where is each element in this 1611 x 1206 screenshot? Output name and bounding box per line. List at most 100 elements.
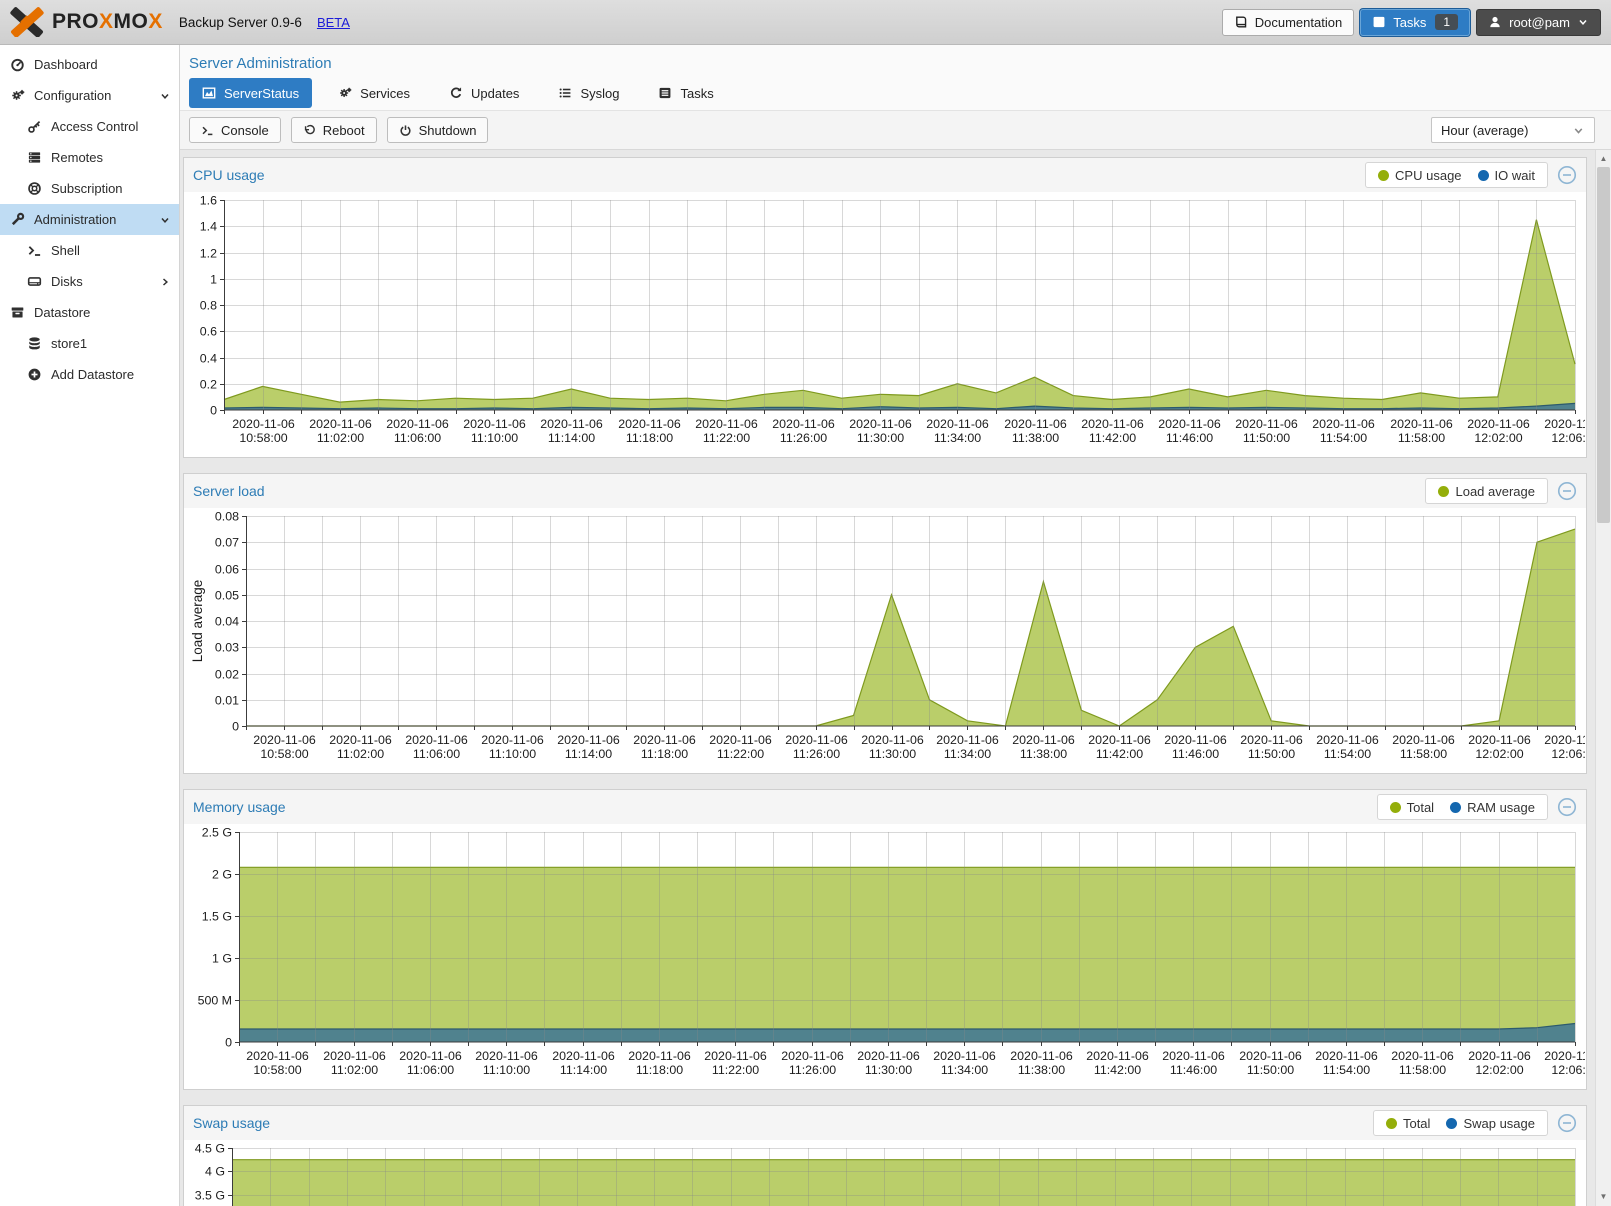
legend-item-total[interactable]: Total <box>1390 800 1434 815</box>
toolbar-button-label: Console <box>221 123 269 138</box>
svg-text:11:26:00: 11:26:00 <box>793 747 840 761</box>
list-alt-icon <box>1372 15 1386 29</box>
svg-text:12:02:00: 12:02:00 <box>1475 1063 1523 1077</box>
undo-icon <box>303 124 316 137</box>
sidebar-item-dashboard[interactable]: Dashboard <box>0 49 179 80</box>
product-version: Backup Server 0.9-6 <box>179 15 302 30</box>
console-button[interactable]: Console <box>189 117 281 143</box>
svg-text:0.01: 0.01 <box>215 694 239 708</box>
svg-text:11:06:00: 11:06:00 <box>407 1063 454 1077</box>
legend-item-swap-usage[interactable]: Swap usage <box>1446 1116 1535 1131</box>
svg-text:0.05: 0.05 <box>215 589 239 603</box>
page-title: Server Administration <box>180 45 1611 76</box>
reboot-button[interactable]: Reboot <box>291 117 377 143</box>
sidebar-item-configuration[interactable]: Configuration <box>0 80 179 111</box>
svg-text:Load average: Load average <box>190 580 205 663</box>
legend-item-total[interactable]: Total <box>1386 1116 1430 1131</box>
panel-header: Swap usageTotal Swap usage <box>184 1106 1586 1140</box>
panels: CPU usageCPU usageIO wait00.20.40.60.811… <box>180 150 1595 1206</box>
user-menu-button[interactable]: root@pam <box>1476 9 1601 36</box>
legend-item-load-average[interactable]: Load average <box>1438 484 1535 499</box>
panel-server-load: Server loadLoad average00.010.020.030.04… <box>183 473 1587 774</box>
legend-label: Swap usage <box>1463 1116 1535 1131</box>
sidebar-item-shell[interactable]: Shell <box>0 235 179 266</box>
chart-body: 0500 M1 G1.5 G2 G2.5 G2020-11-0610:58:00… <box>184 824 1586 1089</box>
tab-updates[interactable]: Updates <box>436 78 532 108</box>
svg-text:2020-11-06: 2020-11-06 <box>1390 417 1453 431</box>
chevron-down-icon <box>159 214 171 226</box>
svg-text:11:30:00: 11:30:00 <box>865 1063 912 1077</box>
tasks-count-badge: 1 <box>1435 14 1458 30</box>
chevron-right-icon <box>159 276 171 288</box>
sidebar-item-access-control[interactable]: Access Control <box>0 111 179 142</box>
collapse-panel-button[interactable] <box>1557 165 1577 185</box>
panel-header: Memory usageTotalRAM usage <box>184 790 1586 824</box>
tab-label: Services <box>360 86 410 101</box>
svg-text:2020-11-06: 2020-11-06 <box>1162 1049 1225 1063</box>
panels-viewport: CPU usageCPU usageIO wait00.20.40.60.811… <box>180 150 1611 1206</box>
sidebar-item-label: Dashboard <box>34 57 171 72</box>
timeframe-value: Hour (average) <box>1441 123 1528 138</box>
chart-legend: Total RAM usage <box>1377 794 1548 820</box>
svg-text:2020-11-06: 2020-11-06 <box>1544 1049 1585 1063</box>
svg-text:10:58:00: 10:58:00 <box>260 747 308 761</box>
svg-text:11:26:00: 11:26:00 <box>789 1063 836 1077</box>
svg-text:11:34:00: 11:34:00 <box>944 747 991 761</box>
svg-text:11:02:00: 11:02:00 <box>317 431 364 445</box>
legend-label: Total <box>1403 1116 1430 1131</box>
svg-text:1: 1 <box>210 273 217 287</box>
sidebar-item-label: Access Control <box>51 119 171 134</box>
svg-text:2020-11-06: 2020-11-06 <box>552 1049 615 1063</box>
svg-text:2020-11-06: 2020-11-06 <box>1468 733 1531 747</box>
sidebar-item-subscription[interactable]: Subscription <box>0 173 179 204</box>
chart-body: 00.010.020.030.040.050.060.070.082020-11… <box>184 508 1586 773</box>
beta-link[interactable]: BETA <box>317 15 350 30</box>
wordmark-part: X <box>148 10 163 34</box>
chart-cpu-usage: 00.20.40.60.811.21.41.62020-11-0610:58:0… <box>184 192 1585 454</box>
scroll-down-arrow-icon[interactable]: ▼ <box>1596 1189 1611 1205</box>
legend-item-cpu-usage[interactable]: CPU usage <box>1378 168 1461 183</box>
legend-item-ram-usage[interactable]: RAM usage <box>1450 800 1535 815</box>
sidebar-item-store1[interactable]: store1 <box>0 328 179 359</box>
svg-text:2020-11-06: 2020-11-06 <box>1392 733 1455 747</box>
list-icon <box>558 86 572 100</box>
svg-text:2020-11-06: 2020-11-06 <box>329 733 392 747</box>
refresh-icon <box>449 86 463 100</box>
legend-item-io-wait[interactable]: IO wait <box>1478 168 1535 183</box>
collapse-panel-button[interactable] <box>1557 1113 1577 1133</box>
shutdown-button[interactable]: Shutdown <box>387 117 489 143</box>
timeframe-select[interactable]: Hour (average) <box>1431 117 1595 143</box>
tab-tasks[interactable]: Tasks <box>645 78 726 108</box>
svg-text:3.5 G: 3.5 G <box>195 1189 225 1203</box>
sidebar-item-remotes[interactable]: Remotes <box>0 142 179 173</box>
scroll-up-arrow-icon[interactable]: ▲ <box>1596 151 1611 167</box>
scrollbar-thumb[interactable] <box>1597 167 1610 523</box>
action-toolbar: Console Reboot Shutdown Hour (average) <box>180 110 1611 150</box>
sidebar-item-add-datastore[interactable]: Add Datastore <box>0 359 179 390</box>
gears-icon <box>10 88 25 103</box>
svg-text:11:06:00: 11:06:00 <box>413 747 460 761</box>
svg-text:2020-11-06: 2020-11-06 <box>399 1049 462 1063</box>
collapse-panel-button[interactable] <box>1557 797 1577 817</box>
svg-text:11:26:00: 11:26:00 <box>780 431 827 445</box>
tasks-button[interactable]: Tasks 1 <box>1360 9 1470 36</box>
svg-text:2020-11-06: 2020-11-06 <box>481 733 544 747</box>
tab-services[interactable]: Services <box>325 78 423 108</box>
sidebar-item-datastore[interactable]: Datastore <box>0 297 179 328</box>
svg-text:2020-11-06: 2020-11-06 <box>1312 417 1375 431</box>
vertical-scrollbar[interactable]: ▲ ▼ <box>1595 150 1611 1206</box>
chart-legend: Total Swap usage <box>1373 1110 1548 1136</box>
collapse-panel-button[interactable] <box>1557 481 1577 501</box>
legend-label: Total <box>1407 800 1434 815</box>
minus-circle-icon <box>1557 797 1577 817</box>
sidebar-item-administration[interactable]: Administration <box>0 204 179 235</box>
toolbar-button-label: Reboot <box>323 123 365 138</box>
svg-text:2020-11-06: 2020-11-06 <box>1316 733 1379 747</box>
svg-text:2020-11-06: 2020-11-06 <box>1544 733 1585 747</box>
svg-text:2020-11-06: 2020-11-06 <box>785 733 848 747</box>
documentation-button[interactable]: Documentation <box>1222 9 1354 36</box>
svg-text:2020-11-06: 2020-11-06 <box>540 417 603 431</box>
tab-syslog[interactable]: Syslog <box>545 78 632 108</box>
sidebar-item-disks[interactable]: Disks <box>0 266 179 297</box>
tab-serverstatus[interactable]: ServerStatus <box>189 78 312 108</box>
